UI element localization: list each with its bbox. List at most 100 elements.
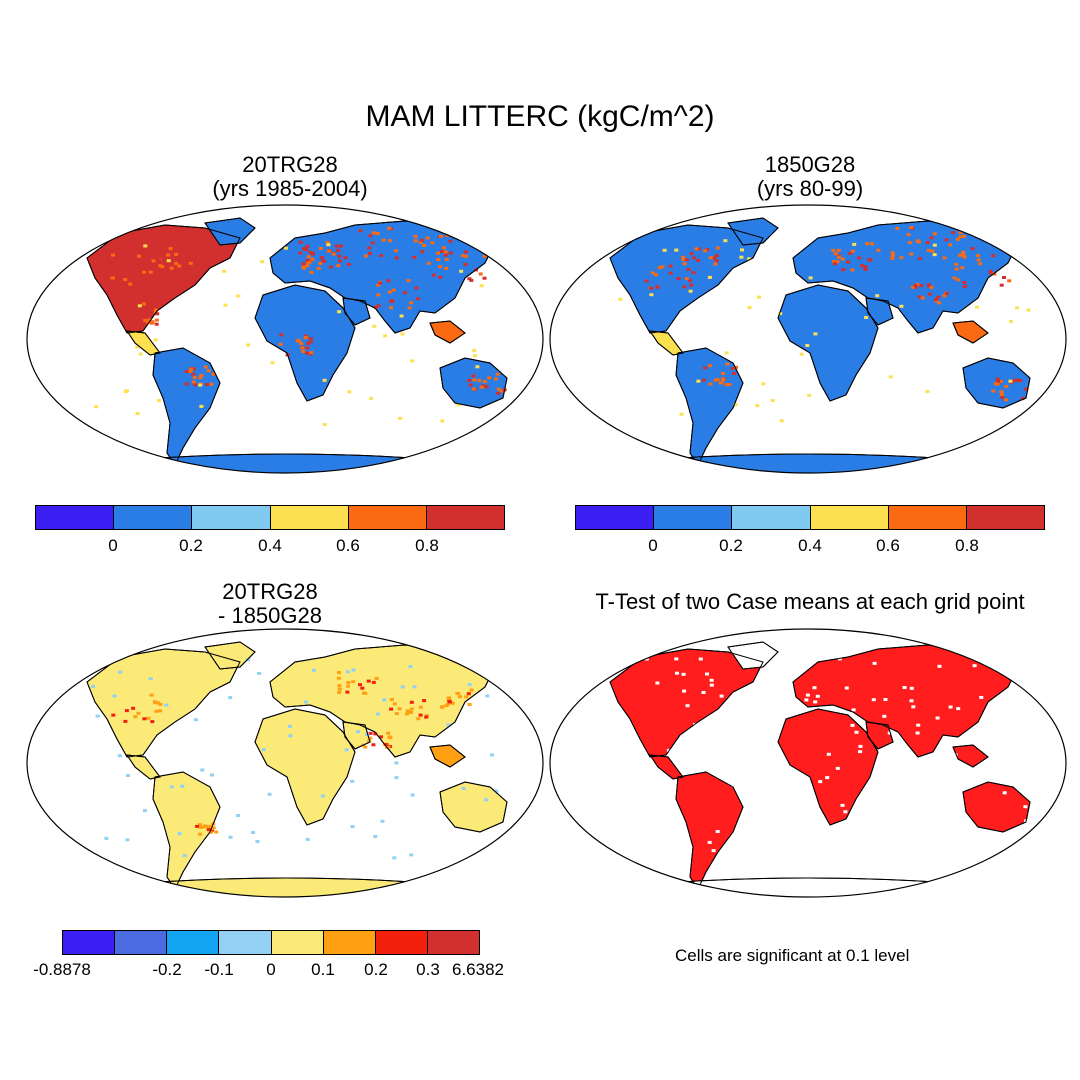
cbar3-tick: -0.2 — [152, 960, 182, 979]
grid-cell — [999, 390, 1004, 394]
grid-cell — [373, 835, 378, 838]
grid-cell — [303, 334, 308, 338]
grid-cell — [633, 772, 638, 776]
grid-cell — [177, 264, 182, 268]
grid-cell — [365, 733, 370, 736]
grid-cell — [136, 711, 141, 715]
grid-cell — [463, 262, 468, 266]
grid-cell — [913, 285, 918, 289]
map-boundary — [549, 628, 1067, 898]
grid-cell — [391, 288, 396, 292]
grid-cell — [685, 704, 690, 708]
grid-cell — [865, 242, 870, 246]
grid-cell — [223, 303, 228, 307]
grid-cell — [95, 714, 100, 718]
grid-cell — [805, 344, 810, 347]
grid-cell — [374, 305, 378, 309]
grid-cell — [681, 672, 686, 676]
grid-cell — [311, 668, 316, 672]
grid-cell — [748, 784, 753, 788]
grid-cell — [464, 250, 468, 254]
grid-cell — [382, 698, 387, 702]
grid-cell — [127, 303, 132, 307]
grid-cell — [424, 714, 429, 718]
grid-cell — [344, 748, 349, 752]
grid-cell — [310, 251, 315, 255]
grid-cell — [467, 379, 472, 382]
grid-cell — [926, 248, 931, 252]
grid-cell — [909, 686, 914, 690]
grid-cell — [131, 706, 136, 710]
grid-cell — [654, 273, 658, 277]
grid-cell — [895, 226, 900, 230]
grid-cell — [148, 677, 153, 681]
grid-cell — [318, 247, 323, 250]
grid-cell — [326, 249, 331, 253]
grid-cell — [472, 378, 477, 382]
grid-cell — [389, 698, 394, 701]
grid-cell — [372, 324, 377, 328]
grid-cell — [426, 261, 431, 265]
grid-cell — [1012, 379, 1017, 383]
grid-cell — [376, 712, 381, 716]
colorbar-swatch — [810, 506, 889, 529]
grid-cell — [471, 387, 476, 391]
grid-cell — [752, 698, 757, 702]
grid-cell — [409, 301, 414, 305]
grid-cell — [117, 754, 122, 758]
grid-cell — [337, 691, 342, 694]
grid-cell — [782, 772, 786, 776]
grid-cell — [456, 692, 461, 695]
grid-cell — [712, 256, 717, 260]
grid-cell — [778, 312, 783, 316]
grid-cell — [363, 254, 368, 258]
grid-cell — [719, 724, 724, 728]
grid-cell — [808, 276, 813, 280]
grid-cell — [375, 232, 380, 235]
grid-cell — [724, 383, 729, 387]
grid-cell — [732, 372, 737, 375]
grid-cell — [674, 657, 679, 661]
grid-cell — [899, 304, 904, 308]
grid-cell — [338, 259, 342, 263]
map-panel-ttest — [549, 628, 1067, 898]
grid-cell — [972, 664, 977, 668]
grid-cell — [742, 731, 746, 735]
grid-cell — [363, 691, 368, 695]
grid-cell — [450, 701, 455, 705]
grid-cell — [713, 262, 718, 266]
grid-cell — [937, 664, 942, 668]
grid-cell — [305, 837, 310, 841]
grid-cell — [422, 699, 427, 703]
grid-cell — [993, 720, 998, 724]
grid-cell — [141, 302, 146, 306]
grid-cell — [996, 379, 1000, 383]
grid-cell — [900, 832, 905, 836]
grid-cell — [187, 242, 192, 246]
grid-cell — [934, 297, 938, 301]
grid-cell — [425, 236, 430, 240]
grid-cell — [413, 239, 418, 243]
coastline-greenland — [727, 217, 779, 246]
grid-cell — [444, 258, 449, 261]
grid-cell — [684, 258, 689, 262]
grid-cell — [989, 834, 994, 838]
grid-cell — [656, 840, 660, 844]
grid-cell — [188, 261, 193, 265]
coastline-australia — [962, 781, 1031, 833]
grid-cell — [316, 266, 321, 270]
grid-cell — [371, 680, 376, 684]
grid-cell — [757, 295, 762, 299]
grid-cell — [278, 342, 283, 346]
grid-cell — [851, 708, 856, 712]
grid-cell — [804, 698, 809, 702]
grid-cell — [471, 374, 476, 378]
grid-cell — [188, 369, 193, 373]
grid-cell — [496, 387, 501, 391]
colorbar-swatch — [375, 931, 428, 954]
coastline-seAsia — [429, 744, 466, 768]
grid-cell — [199, 404, 204, 408]
panel1-title-line2: (yrs 1985-2004) — [212, 176, 368, 201]
grid-cell — [430, 241, 435, 245]
grid-cell — [917, 295, 922, 299]
